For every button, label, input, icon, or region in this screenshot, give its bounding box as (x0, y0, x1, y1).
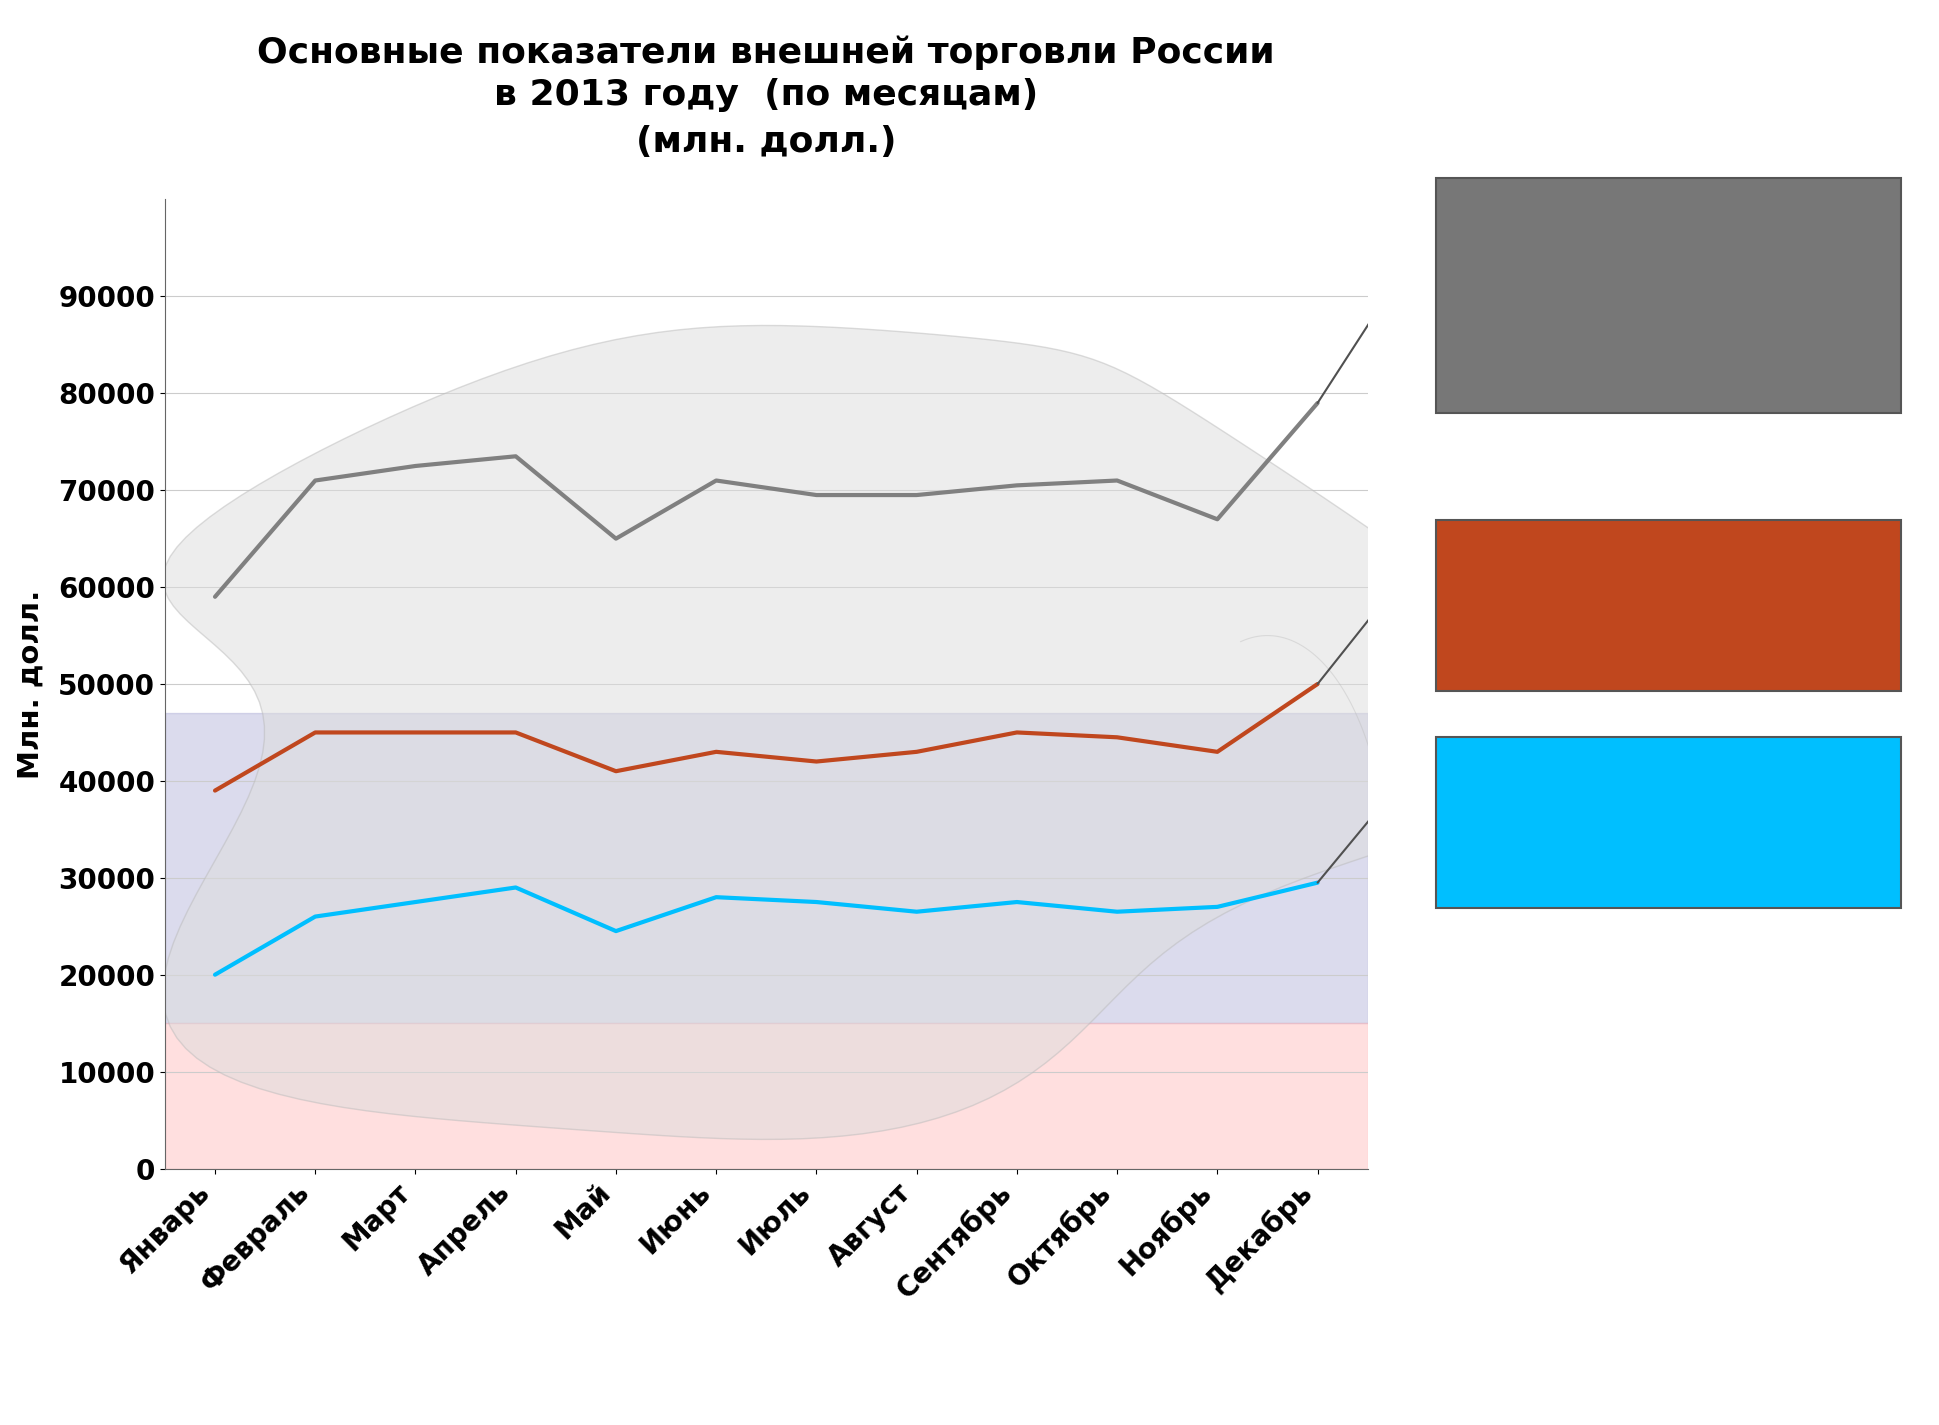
Text: (млн. долл.): (млн. долл.) (636, 125, 896, 160)
Y-axis label: Млн. долл.: Млн. долл. (16, 590, 45, 778)
Text: Импорт: Импорт (1592, 805, 1743, 839)
Bar (165, 712, 1367, 1023)
Text: Основные показатели внешней торговли России: Основные показатели внешней торговли Рос… (258, 36, 1274, 70)
Text: Экспорт: Экспорт (1586, 589, 1749, 623)
Polygon shape (163, 325, 1567, 1140)
Bar (165, 1023, 1367, 1168)
Text: в 2013 году  (по месяцам): в 2013 году (по месяцам) (494, 78, 1037, 113)
Text: Внешнеторговый
оборот: Внешнеторговый оборот (1509, 261, 1827, 331)
